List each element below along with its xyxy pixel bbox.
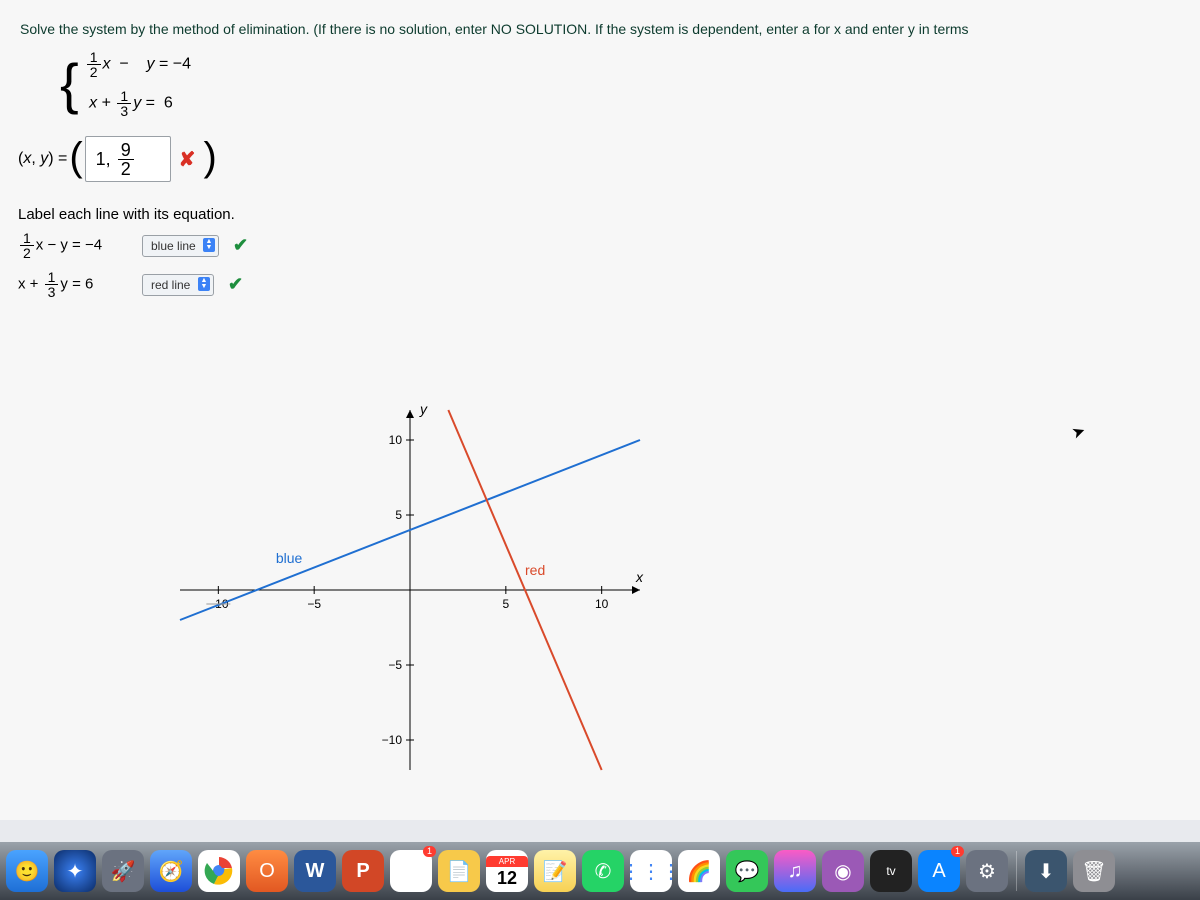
answer-row: (x, y) = ( 1, 92 ✘ ) — [18, 136, 1200, 182]
podcasts-icon[interactable]: ◉ — [822, 850, 864, 892]
macos-dock[interactable]: 🙂 ✦ 🚀 🧭 O W P 🖼1 📄 APR 12 📝 ✆ ⋮⋮⋮ 🌈 💬 ♫ … — [0, 842, 1200, 900]
label-section-header: Label each line with its equation. — [18, 206, 1200, 223]
downloads-icon[interactable]: ⬇ — [1025, 850, 1067, 892]
trash-icon[interactable]: 🗑 — [1073, 850, 1115, 892]
svg-text:−5: −5 — [388, 658, 402, 672]
answer-input[interactable]: 1, 92 — [85, 136, 171, 182]
cursor-icon: ➤ — [1069, 420, 1088, 443]
check-icon: ✔ — [233, 235, 248, 256]
spotlight-icon[interactable]: ✦ — [54, 850, 96, 892]
music-icon[interactable]: ♫ — [774, 850, 816, 892]
settings-icon[interactable]: ⚙ — [966, 850, 1008, 892]
preview-icon[interactable]: 🖼1 — [390, 850, 432, 892]
messages-icon[interactable]: 💬 — [726, 850, 768, 892]
launchpad-icon[interactable]: 🚀 — [102, 850, 144, 892]
word-icon[interactable]: W — [294, 850, 336, 892]
equation-system: { 12x − y = −4 x + 13y = 6 — [60, 50, 1200, 118]
svg-text:−10: −10 — [382, 733, 403, 747]
chrome-icon[interactable] — [198, 850, 240, 892]
svg-text:10: 10 — [595, 597, 609, 611]
svg-text:−5: −5 — [307, 597, 321, 611]
svg-text:blue: blue — [276, 550, 303, 566]
finder-icon[interactable]: 🙂 — [6, 850, 48, 892]
whatsapp-icon[interactable]: ✆ — [582, 850, 624, 892]
svg-text:5: 5 — [502, 597, 509, 611]
line-select-2[interactable]: red line — [142, 274, 214, 296]
check-icon: ✔ — [228, 274, 243, 295]
appletv-icon[interactable]: tv — [870, 850, 912, 892]
svg-text:5: 5 — [395, 508, 402, 522]
equation-1: 12x − y = −4 — [85, 50, 191, 79]
powerpoint-icon[interactable]: P — [342, 850, 384, 892]
label-row-2: x + 13y = 6 red line ▲▼ ✔ — [18, 270, 1200, 299]
wrong-icon: ✘ — [179, 147, 196, 172]
notes-icon[interactable]: 📝 — [534, 850, 576, 892]
svg-text:10: 10 — [389, 433, 403, 447]
pages-icon[interactable]: 📄 — [438, 850, 480, 892]
calendar-icon[interactable]: APR 12 — [486, 850, 528, 892]
apps-icon[interactable]: ⋮⋮⋮ — [630, 850, 672, 892]
svg-text:y: y — [419, 401, 428, 417]
photos-icon[interactable]: 🌈 — [678, 850, 720, 892]
question-prompt: Solve the system by the method of elimin… — [0, 0, 1200, 44]
graph: −10−5510−10−5510xybluered — [160, 390, 660, 790]
label-row-1: 12x − y = −4 blue line ▲▼ ✔ — [18, 231, 1200, 260]
svg-text:x: x — [635, 569, 644, 585]
appstore-icon[interactable]: A1 — [918, 850, 960, 892]
safari-icon[interactable]: 🧭 — [150, 850, 192, 892]
svg-text:red: red — [525, 562, 545, 578]
office-icon[interactable]: O — [246, 850, 288, 892]
line-select-1[interactable]: blue line — [142, 235, 219, 257]
equation-2: x + 13y = 6 — [85, 89, 191, 118]
